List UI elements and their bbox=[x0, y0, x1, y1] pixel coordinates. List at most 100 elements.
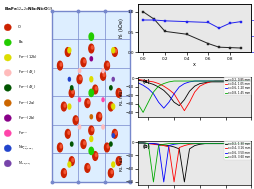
Ellipse shape bbox=[68, 77, 70, 81]
Ellipse shape bbox=[112, 77, 114, 81]
x=0.6, 3.50 mm bbox=[219, 143, 222, 145]
x=0.8, 1.45 mm bbox=[193, 80, 196, 82]
x=0.2, 0.85 mm bbox=[229, 81, 232, 83]
x=0.6, 1.20 mm bbox=[147, 88, 150, 90]
Ellipse shape bbox=[93, 152, 98, 160]
Ellipse shape bbox=[71, 86, 73, 90]
Ellipse shape bbox=[61, 102, 66, 111]
x=0.8, 3.60 mm bbox=[136, 142, 139, 144]
Ellipse shape bbox=[104, 143, 109, 152]
Ellipse shape bbox=[89, 147, 93, 155]
x=0.8, 3.60 mm bbox=[183, 143, 186, 145]
Ellipse shape bbox=[107, 145, 109, 148]
x=0.2, 0.85 mm bbox=[183, 98, 186, 101]
x=0.2, 1.30 mm bbox=[162, 144, 165, 146]
x=0.8, 3.60 mm bbox=[245, 143, 248, 145]
x=0.8, 1.45 mm bbox=[203, 80, 207, 82]
Ellipse shape bbox=[112, 48, 117, 56]
x=0.6, 3.50 mm bbox=[193, 143, 196, 145]
x=0.8, 3.60 mm bbox=[157, 144, 160, 147]
x=0.4, 1.05 mm bbox=[209, 81, 212, 83]
x=0.2, 1.30 mm bbox=[250, 143, 253, 145]
x=0.8, 3.60 mm bbox=[162, 143, 165, 145]
x=0.4, 1.05 mm bbox=[219, 80, 222, 82]
x=0.6, 3.50 mm bbox=[250, 143, 253, 145]
Ellipse shape bbox=[119, 90, 121, 93]
x=0.6, 1.20 mm bbox=[141, 84, 145, 86]
Ellipse shape bbox=[87, 100, 89, 104]
Ellipse shape bbox=[4, 24, 11, 31]
x=0.6, 1.20 mm bbox=[250, 79, 253, 81]
x=0.2, 0.85 mm bbox=[245, 80, 248, 82]
Ellipse shape bbox=[90, 115, 92, 119]
x=0.8, 3.60 mm bbox=[234, 143, 237, 145]
x=0.6, 3.50 mm bbox=[240, 143, 243, 145]
x=0.4, 3.16 mm bbox=[224, 143, 227, 145]
x=0.6, 3.50 mm bbox=[234, 143, 237, 145]
Ellipse shape bbox=[73, 116, 78, 125]
x=0.2, 0.85 mm bbox=[219, 81, 222, 83]
x=0.6, 1.20 mm bbox=[203, 80, 207, 82]
Ellipse shape bbox=[4, 69, 11, 76]
x=0.8, 1.45 mm bbox=[240, 80, 243, 82]
Ellipse shape bbox=[57, 143, 62, 152]
x=0.6, 1.20 mm bbox=[183, 82, 186, 85]
x=0.6, 1.20 mm bbox=[193, 80, 196, 82]
x=0.4, 1.05 mm bbox=[162, 85, 165, 87]
Ellipse shape bbox=[60, 145, 62, 148]
x=0.6, 3.50 mm bbox=[245, 143, 248, 145]
x=0.4, 3.16 mm bbox=[162, 144, 165, 147]
Ellipse shape bbox=[61, 169, 66, 177]
x=0.2, 1.30 mm bbox=[234, 143, 237, 145]
x=0.4, 3.16 mm bbox=[157, 144, 160, 146]
x=0.8, 1.45 mm bbox=[245, 79, 248, 81]
Ellipse shape bbox=[115, 131, 117, 134]
x=0.4, 1.05 mm bbox=[203, 82, 207, 85]
x=0.6, 1.20 mm bbox=[224, 80, 227, 82]
x=0.4, 3.16 mm bbox=[167, 146, 170, 148]
x=0.8, 1.45 mm bbox=[214, 80, 217, 82]
Ellipse shape bbox=[89, 89, 93, 97]
Ellipse shape bbox=[65, 48, 70, 56]
Ellipse shape bbox=[77, 75, 82, 84]
x=0.4, 1.05 mm bbox=[167, 88, 170, 91]
x=0.8, 1.45 mm bbox=[219, 80, 222, 82]
Line: x=0.6, 3.50 mm: x=0.6, 3.50 mm bbox=[138, 143, 251, 182]
x=0.2, 1.30 mm bbox=[141, 142, 145, 144]
x=0.4, 3.16 mm bbox=[198, 143, 201, 145]
x=0.2, 0.85 mm bbox=[214, 81, 217, 83]
Ellipse shape bbox=[4, 54, 11, 61]
Line: x=0.6, 1.20 mm: x=0.6, 1.20 mm bbox=[138, 80, 251, 108]
x=0.6, 3.50 mm bbox=[167, 144, 170, 147]
Ellipse shape bbox=[119, 158, 121, 162]
Ellipse shape bbox=[90, 77, 93, 82]
Ellipse shape bbox=[78, 125, 81, 129]
x=0.4, 1.05 mm bbox=[250, 79, 253, 81]
x=0.6, 1.20 mm bbox=[229, 80, 232, 82]
x=0.2, 1.30 mm bbox=[178, 148, 181, 150]
x=0.4, 1.05 mm bbox=[178, 101, 181, 103]
Ellipse shape bbox=[69, 89, 74, 97]
Ellipse shape bbox=[95, 87, 97, 90]
x=0.2, 1.30 mm bbox=[193, 144, 196, 147]
x=0.4, 3.16 mm bbox=[219, 143, 222, 145]
Line: x=0.8, 1.45 mm: x=0.8, 1.45 mm bbox=[138, 80, 251, 112]
x=0.8, 3.60 mm bbox=[203, 143, 207, 145]
x=0.6, 1.20 mm bbox=[167, 101, 170, 103]
Y-axis label: RL (dB): RL (dB) bbox=[120, 89, 124, 105]
x=0.4, 3.16 mm bbox=[193, 143, 196, 145]
Text: Nb$^{5+}_{Fe(12k)}$: Nb$^{5+}_{Fe(12k)}$ bbox=[18, 143, 34, 153]
x=0.4, 3.16 mm bbox=[240, 143, 243, 145]
x=0.8, 1.45 mm bbox=[224, 80, 227, 82]
x=0.6, 1.20 mm bbox=[240, 80, 243, 82]
Ellipse shape bbox=[60, 63, 62, 66]
x=0.8, 3.60 mm bbox=[224, 143, 227, 145]
x=0.2, 1.30 mm bbox=[229, 143, 232, 145]
Text: Fe$^{3+}$(2b): Fe$^{3+}$(2b) bbox=[18, 114, 36, 122]
x=0.8, 3.60 mm bbox=[193, 143, 196, 145]
Ellipse shape bbox=[68, 131, 70, 134]
x=0.8, 3.60 mm bbox=[188, 143, 191, 145]
Ellipse shape bbox=[65, 129, 70, 138]
x=0.4, 3.16 mm bbox=[209, 143, 212, 145]
x=0.4, 1.05 mm bbox=[229, 80, 232, 82]
